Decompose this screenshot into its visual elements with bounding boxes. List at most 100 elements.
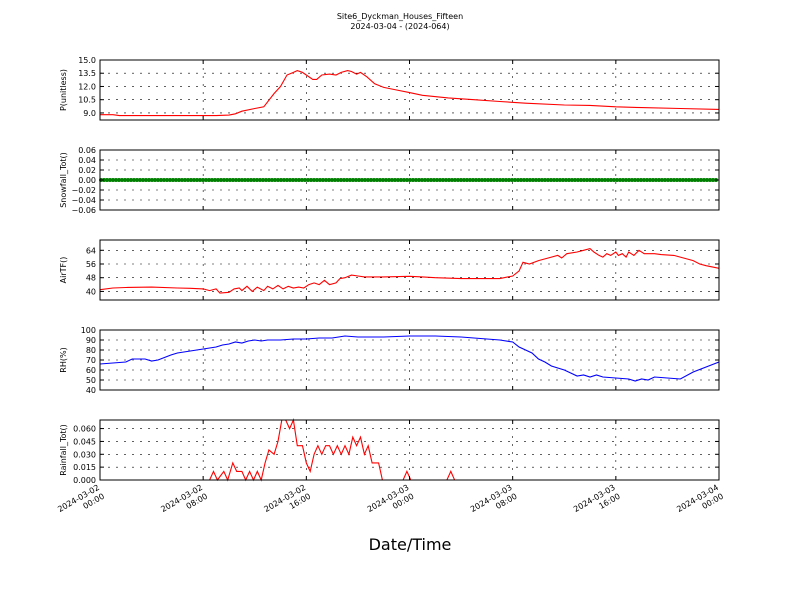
y-tick-label: 0.000 [73,476,96,485]
series-marker [273,178,277,182]
y-axis-label: AirTF() [59,257,68,284]
series-marker [708,178,712,182]
series-marker [567,178,571,182]
series-marker [198,178,202,182]
series-marker [201,178,205,182]
series-marker [363,178,367,182]
y-tick-label: 10.5 [78,96,96,105]
series-marker [585,178,589,182]
series-marker [459,178,463,182]
series-marker [498,178,502,182]
series-marker [126,178,130,182]
series-marker [111,178,115,182]
series-marker [648,178,652,182]
y-tick-label: 0.030 [73,450,96,459]
series-marker [492,178,496,182]
series-marker [255,178,259,182]
series-marker [546,178,550,182]
series-marker [327,178,331,182]
series-marker [306,178,310,182]
series-marker [258,178,262,182]
series-marker [192,178,196,182]
series-marker [489,178,493,182]
series-marker [417,178,421,182]
y-tick-label: 0.015 [73,463,96,472]
series-marker [108,178,112,182]
x-tick-label: 2024-03-0200:00 [56,483,106,523]
series-marker [288,178,292,182]
series-marker [465,178,469,182]
series-marker [342,178,346,182]
series-marker [369,178,373,182]
y-tick-label: 64 [86,246,96,255]
series-marker [696,178,700,182]
series-marker [252,178,256,182]
series-marker [303,178,307,182]
panels-group: 9.0 10.5 12.0 13.5 15.0 P(unitless) −0.06−0.04… [59,56,720,485]
x-tick-label: 2024-03-0216:00 [263,483,313,523]
series-marker [693,178,697,182]
series-marker [309,178,313,182]
series-marker [528,178,532,182]
series-marker [663,178,667,182]
y-tick-label: 40 [86,287,96,296]
series-marker [123,178,127,182]
series-marker [384,178,388,182]
series-marker [561,178,565,182]
series-marker [633,178,637,182]
series-marker [540,178,544,182]
series-marker [105,178,109,182]
y-axis-label: P(unitless) [59,69,68,111]
series-marker [444,178,448,182]
x-tick-label: 2024-03-0308:00 [469,483,519,523]
series-marker [270,178,274,182]
series-marker [144,178,148,182]
series-marker [237,178,241,182]
series-marker [420,178,424,182]
series-marker [609,178,613,182]
series-marker [678,178,682,182]
series-marker [630,178,634,182]
series-marker [702,178,706,182]
y-tick-label: 15.0 [78,56,96,65]
series-marker [261,178,265,182]
series-marker [285,178,289,182]
series-marker [501,178,505,182]
series-marker [660,178,664,182]
series-marker [435,178,439,182]
series-marker [600,178,604,182]
series-marker [549,178,553,182]
series-marker [180,178,184,182]
series-marker [699,178,703,182]
y-tick-label: 0.04 [78,156,96,165]
series-marker [411,178,415,182]
series-marker [495,178,499,182]
series-marker [684,178,688,182]
y-tick-label: 0.00 [78,176,96,185]
series-marker [186,178,190,182]
series-marker [297,178,301,182]
series-marker [240,178,244,182]
series-marker [483,178,487,182]
series-marker [651,178,655,182]
series-marker [153,178,157,182]
y-tick-label: 0.045 [73,437,96,446]
series-marker [357,178,361,182]
x-axis-label: Date/Time [369,535,452,554]
series-line [99,247,720,294]
series-marker [681,178,685,182]
series-marker [330,178,334,182]
series-marker [468,178,472,182]
series-marker [156,178,160,182]
series-marker [477,178,481,182]
series-marker [447,178,451,182]
series-marker [408,178,412,182]
series-marker [213,178,217,182]
chart-subtitle: 2024-03-04 - (2024-064) [350,22,449,31]
series-marker [195,178,199,182]
series-marker [423,178,427,182]
series-marker [348,178,352,182]
series-marker [603,178,607,182]
